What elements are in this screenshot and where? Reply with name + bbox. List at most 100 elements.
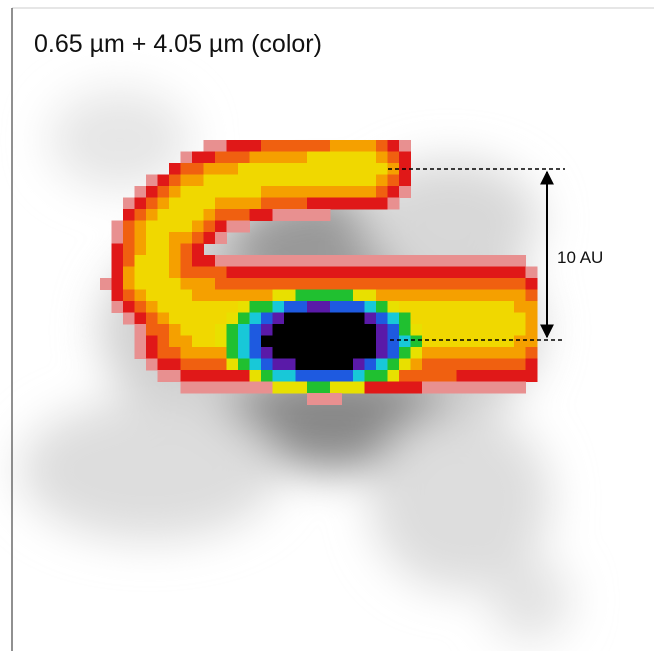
- pixel: [227, 324, 239, 336]
- pixel: [192, 221, 204, 233]
- pixel: [353, 278, 365, 290]
- pixel: [514, 370, 526, 382]
- pixel: [342, 382, 354, 394]
- pixel: [503, 267, 515, 279]
- pixel: [376, 186, 388, 198]
- pixel: [434, 370, 446, 382]
- pixel: [215, 175, 227, 187]
- pixel: [250, 255, 262, 267]
- pixel: [146, 278, 158, 290]
- pixel: [319, 313, 331, 325]
- pixel: [399, 278, 411, 290]
- pixel: [112, 301, 124, 313]
- pixel: [204, 324, 216, 336]
- pixel: [388, 324, 400, 336]
- pixel: [399, 370, 411, 382]
- pixel: [353, 186, 365, 198]
- pixel: [342, 359, 354, 371]
- pixel: [296, 140, 308, 152]
- pixel: [181, 347, 193, 359]
- pixel: [526, 267, 538, 279]
- pixel: [273, 301, 285, 313]
- pixel: [330, 382, 342, 394]
- pixel: [457, 336, 469, 348]
- pixel: [503, 324, 515, 336]
- pixel: [468, 324, 480, 336]
- pixel: [273, 140, 285, 152]
- pixel: [422, 370, 434, 382]
- pixel: [342, 198, 354, 210]
- pixel: [457, 382, 469, 394]
- pixel: [238, 324, 250, 336]
- pixel: [112, 290, 124, 302]
- pixel: [296, 163, 308, 175]
- pixel: [342, 324, 354, 336]
- pixel: [319, 336, 331, 348]
- pixel: [192, 232, 204, 244]
- pixel: [250, 301, 262, 313]
- pixel: [238, 382, 250, 394]
- pixel: [399, 347, 411, 359]
- pixel: [158, 186, 170, 198]
- pixel: [342, 175, 354, 187]
- pixel: [215, 209, 227, 221]
- pixel: [457, 324, 469, 336]
- pixel: [411, 336, 423, 348]
- pixel: [330, 393, 342, 405]
- pixel: [215, 336, 227, 348]
- pixel: [457, 313, 469, 325]
- pixel: [307, 382, 319, 394]
- pixel: [330, 152, 342, 164]
- pixel: [158, 244, 170, 256]
- pixel: [158, 313, 170, 325]
- pixel: [135, 221, 147, 233]
- pixel: [468, 267, 480, 279]
- pixel: [181, 336, 193, 348]
- pixel: [411, 267, 423, 279]
- pixel: [411, 324, 423, 336]
- pixel: [503, 336, 515, 348]
- pixel: [445, 347, 457, 359]
- pixel: [468, 382, 480, 394]
- pixel: [215, 267, 227, 279]
- pixel: [503, 301, 515, 313]
- pixel: [388, 140, 400, 152]
- pixel: [238, 347, 250, 359]
- pixel: [307, 186, 319, 198]
- pixel: [342, 152, 354, 164]
- pixel: [319, 140, 331, 152]
- pixel: [284, 186, 296, 198]
- pixel: [330, 336, 342, 348]
- pixel: [399, 175, 411, 187]
- pixel: [526, 313, 538, 325]
- pixel: [457, 255, 469, 267]
- pixel: [296, 324, 308, 336]
- pixel: [365, 382, 377, 394]
- pixel: [411, 370, 423, 382]
- page: 0.65 µm + 4.05 µm (color) 10 AU (() => {…: [0, 0, 654, 651]
- pixel: [227, 198, 239, 210]
- pixel: [388, 313, 400, 325]
- pixel: [307, 175, 319, 187]
- pixel: [158, 370, 170, 382]
- pixel: [296, 175, 308, 187]
- pixel: [181, 175, 193, 187]
- pixel: [376, 370, 388, 382]
- pixel: [123, 301, 135, 313]
- pixel: [445, 290, 457, 302]
- pixel: [250, 278, 262, 290]
- pixel: [100, 278, 112, 290]
- pixel: [204, 382, 216, 394]
- pixel: [307, 359, 319, 371]
- pixel: [353, 152, 365, 164]
- pixel: [284, 336, 296, 348]
- pixel: [319, 382, 331, 394]
- pixel: [238, 359, 250, 371]
- pixel: [238, 290, 250, 302]
- pixel: [365, 301, 377, 313]
- pixel: [204, 140, 216, 152]
- pixel: [273, 324, 285, 336]
- pixel: [434, 278, 446, 290]
- pixel: [434, 267, 446, 279]
- pixel: [215, 163, 227, 175]
